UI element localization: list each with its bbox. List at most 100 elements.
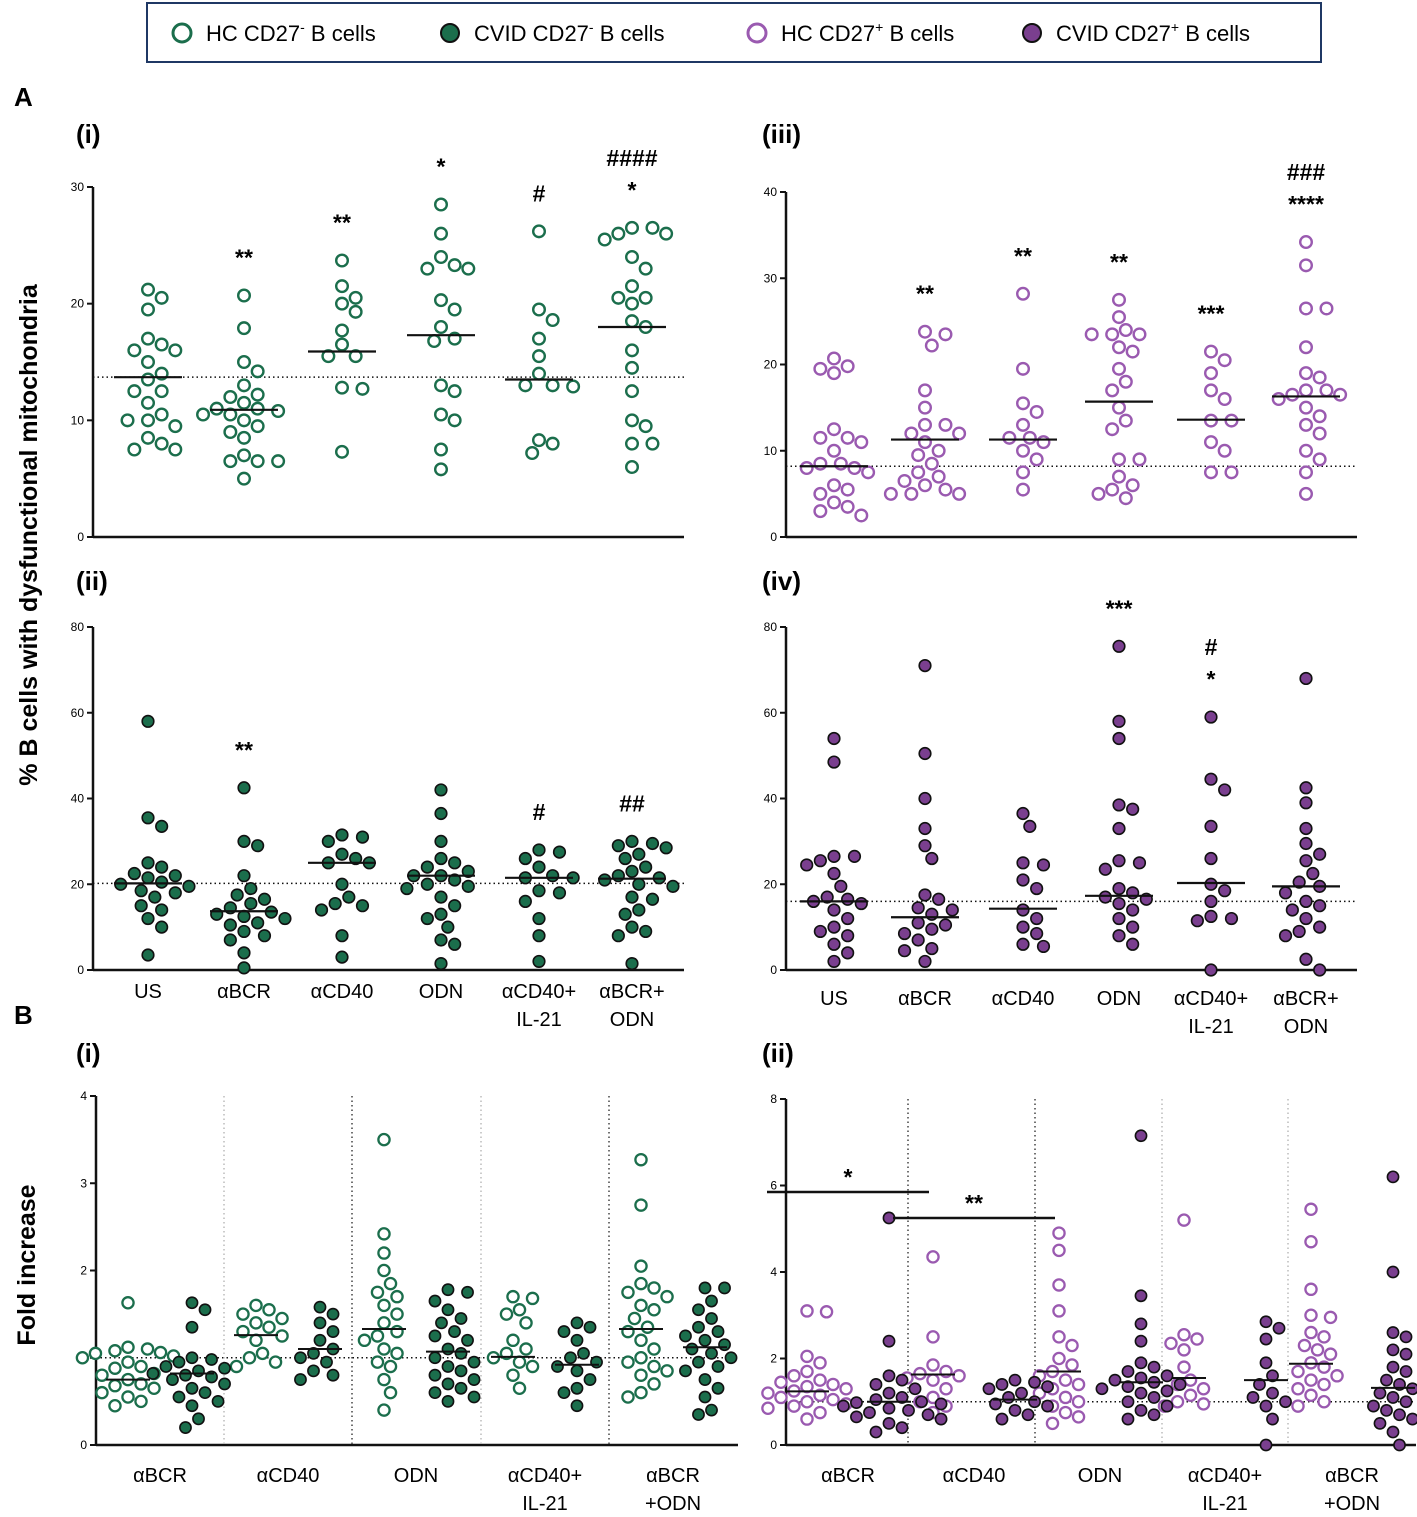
- data-point: [441, 1303, 455, 1317]
- data-point: [1330, 1369, 1344, 1383]
- data-point: [377, 1227, 391, 1241]
- data-point: [434, 293, 449, 308]
- data-point: [718, 1338, 731, 1352]
- data-point: [761, 1401, 775, 1415]
- y-tick-label-B-ii: 8: [770, 1092, 777, 1106]
- data-point: [434, 197, 449, 212]
- data-point: [1304, 1282, 1318, 1297]
- data-point: [1134, 1371, 1148, 1385]
- data-point: [454, 1381, 468, 1395]
- data-point: [1406, 1412, 1417, 1426]
- data-point: [519, 1342, 533, 1356]
- significance-label: ###: [1287, 159, 1326, 185]
- data-point: [377, 1316, 391, 1330]
- data-point: [1132, 452, 1147, 467]
- data-point: [244, 896, 258, 911]
- data-point: [390, 1346, 404, 1361]
- data-point: [448, 1325, 461, 1338]
- data-point: [995, 1378, 1009, 1391]
- data-point: [377, 1263, 391, 1278]
- data-point: [1164, 1336, 1178, 1351]
- data-point: [1386, 1391, 1400, 1404]
- data-point: [1312, 370, 1327, 385]
- data-point: [1016, 361, 1031, 376]
- data-point: [621, 1324, 635, 1339]
- y-tick-label-A-iv: 40: [764, 792, 778, 806]
- data-point: [1278, 886, 1293, 900]
- data-point: [154, 407, 169, 422]
- data-point: [827, 866, 841, 881]
- data-point: [140, 430, 155, 445]
- data-point: [1112, 714, 1126, 728]
- data-point: [787, 1369, 801, 1383]
- data-point: [1052, 1278, 1066, 1292]
- category-label: +ODN: [645, 1493, 701, 1515]
- data-point: [278, 911, 292, 926]
- data-point: [532, 860, 546, 874]
- panel-label-A-iv: (iv): [762, 566, 801, 596]
- y-tick-label-A-ii: 60: [71, 706, 85, 720]
- data-point: [1030, 881, 1044, 896]
- data-point: [1015, 1386, 1028, 1400]
- data-point: [1204, 772, 1218, 786]
- data-point: [1319, 301, 1334, 316]
- data-point: [434, 834, 448, 848]
- y-tick-label-B-i: 0: [80, 1438, 87, 1452]
- data-point: [908, 1382, 922, 1396]
- data-point: [926, 1390, 940, 1405]
- significance-label: **: [235, 245, 253, 271]
- data-point: [1367, 1399, 1380, 1413]
- data-point: [834, 879, 848, 893]
- data-point: [1304, 1373, 1318, 1387]
- data-point: [625, 279, 640, 294]
- data-point: [882, 1416, 896, 1430]
- data-point: [185, 1399, 199, 1413]
- data-point: [897, 926, 912, 941]
- data-point: [532, 929, 546, 943]
- data-point: [924, 338, 939, 353]
- data-point: [441, 1342, 455, 1356]
- category-label: αCD40: [257, 1465, 320, 1487]
- data-point: [645, 892, 660, 906]
- data-point: [1121, 1380, 1135, 1394]
- data-point: [1016, 443, 1031, 458]
- data-point: [1132, 327, 1147, 342]
- data-point: [813, 1388, 827, 1403]
- data-point: [1399, 1395, 1413, 1409]
- data-point: [461, 1285, 474, 1299]
- data-point: [434, 890, 448, 904]
- data-point: [883, 486, 898, 501]
- data-point: [1224, 465, 1239, 480]
- data-point: [1125, 478, 1140, 493]
- data-point: [335, 950, 349, 964]
- data-point: [918, 478, 933, 493]
- data-point: [1118, 323, 1133, 338]
- data-point: [321, 834, 335, 848]
- data-point: [434, 907, 448, 921]
- data-point: [237, 834, 251, 848]
- data-point: [813, 854, 827, 868]
- data-point: [172, 1355, 186, 1369]
- category-label: αCD40+: [1174, 988, 1248, 1010]
- data-point: [911, 448, 926, 463]
- data-point: [1183, 1373, 1198, 1387]
- data-point: [1393, 1408, 1406, 1422]
- data-point: [1399, 1347, 1413, 1361]
- data-point: [355, 830, 370, 844]
- data-point: [506, 1289, 520, 1304]
- data-point: [926, 1330, 940, 1344]
- data-point: [634, 1385, 648, 1400]
- data-point: [390, 1289, 404, 1304]
- data-point: [448, 856, 462, 870]
- data-point: [532, 349, 547, 364]
- category-label: +ODN: [1324, 1493, 1380, 1515]
- data-point: [931, 443, 946, 458]
- data-point: [813, 1405, 827, 1420]
- data-point: [1016, 920, 1030, 934]
- data-point: [827, 422, 842, 437]
- data-point: [1118, 374, 1133, 389]
- panel-label-A-i: (i): [76, 119, 101, 149]
- data-point: [1126, 937, 1140, 951]
- data-point: [532, 954, 546, 969]
- data-point: [841, 892, 855, 906]
